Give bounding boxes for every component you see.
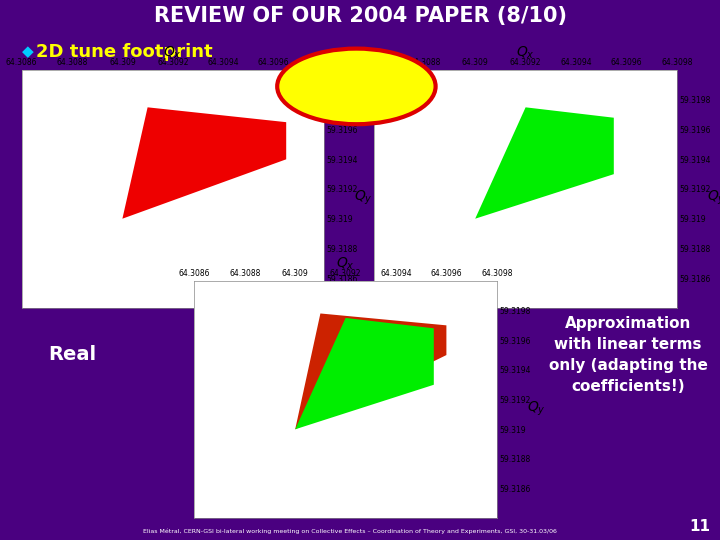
Polygon shape	[122, 107, 287, 219]
Text: ◆: ◆	[22, 44, 34, 59]
Text: REVIEW OF OUR 2004 PAPER (8/10): REVIEW OF OUR 2004 PAPER (8/10)	[153, 6, 567, 26]
Y-axis label: $Q_y$: $Q_y$	[354, 189, 373, 207]
Text: Elias Métral, CERN-GSI bi-lateral working meeting on Collective Effects – Coordi: Elias Métral, CERN-GSI bi-lateral workin…	[143, 529, 557, 534]
Text: Low-intensity: Low-intensity	[303, 69, 409, 83]
Polygon shape	[475, 107, 614, 219]
Y-axis label: $Q_y$: $Q_y$	[527, 400, 546, 418]
Y-axis label: $Q_y$: $Q_y$	[707, 189, 720, 207]
Text: Real: Real	[48, 346, 96, 365]
X-axis label: $Q_x$: $Q_x$	[516, 45, 535, 62]
Text: working point: working point	[302, 83, 410, 97]
Text: 2D tune footprint: 2D tune footprint	[36, 43, 212, 61]
X-axis label: $Q_x$: $Q_x$	[336, 255, 355, 272]
Text: Approximation
with linear terms
only (adapting the
coefficients!): Approximation with linear terms only (ad…	[549, 316, 708, 394]
Polygon shape	[295, 313, 446, 429]
Text: 11: 11	[690, 519, 711, 534]
Polygon shape	[295, 318, 434, 429]
X-axis label: $Q_x$: $Q_x$	[163, 45, 182, 62]
